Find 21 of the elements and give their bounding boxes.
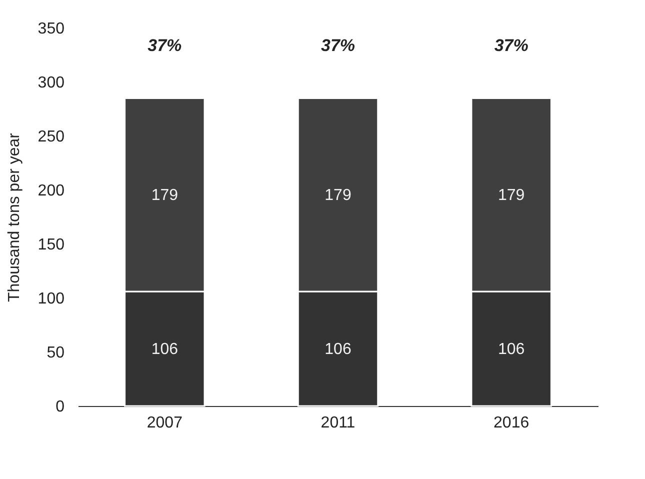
data-label: 179 [151, 186, 178, 204]
y-tick-label: 50 [46, 344, 65, 362]
x-tick-label: 2007 [146, 414, 183, 432]
y-tick-label: 100 [38, 290, 65, 308]
y-tick-label: 250 [38, 128, 65, 146]
annotation: 37% [320, 36, 356, 55]
x-tick-label: 2011 [320, 414, 356, 432]
y-tick-label: 300 [38, 74, 65, 92]
y-axis-title: Thousand tons per year [6, 132, 23, 302]
annotation: 37% [494, 36, 528, 55]
data-label: 106 [498, 340, 525, 358]
data-label: 179 [324, 186, 352, 204]
y-tick-label: 200 [38, 182, 65, 200]
y-tick-label: 150 [38, 236, 65, 254]
data-label: 106 [324, 340, 352, 358]
y-tick-label: 350 [38, 20, 65, 38]
data-label: 179 [498, 186, 525, 204]
x-tick-label: 2016 [494, 414, 530, 432]
y-tick-label: 0 [56, 398, 65, 416]
annotation: 37% [148, 36, 182, 55]
data-label: 106 [151, 340, 178, 358]
